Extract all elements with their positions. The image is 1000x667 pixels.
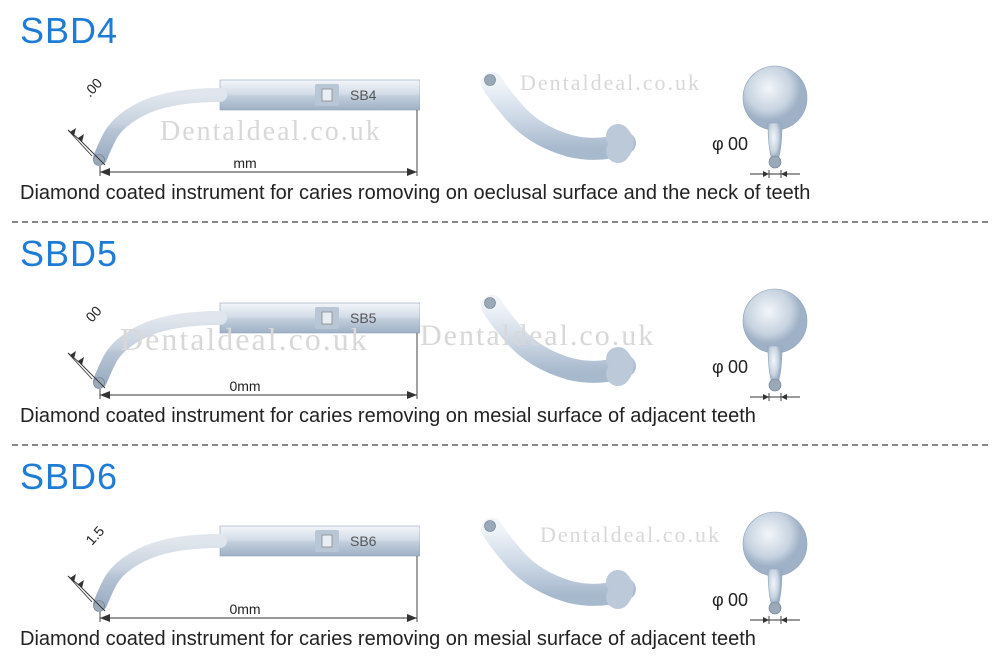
side-view: Dentaldeal.co.uk [450,58,650,178]
end-view-svg: φ 00 [680,58,860,178]
side-view-svg [450,58,650,178]
end-view-svg: φ 00 [680,281,860,401]
main-diagram: Dentaldeal.co.uk SB5 00 0 [20,281,420,401]
content-area: Dentaldeal.co.uk SB5 00 0 [20,281,980,401]
handle-label: SB6 [350,533,377,549]
instrument-svg: SB5 00 0mm [20,281,420,401]
handle-label: SB5 [350,310,377,326]
main-diagram: SB6 1.5 0mm [20,504,420,624]
product-row: SBD4 Dentaldeal.co.uk SB4 [0,0,1000,221]
length-label: 0mm [229,601,260,617]
product-description: Diamond coated instrument for caries rem… [20,405,980,434]
side-view-svg [450,504,650,624]
end-diameter: 00 [728,590,748,610]
phi-symbol: φ [712,134,724,154]
handle-label: SB4 [350,87,377,103]
main-diagram: Dentaldeal.co.uk SB4 [20,58,420,178]
product-title: SBD5 [20,233,980,275]
end-view: φ 00 [680,281,860,401]
product-description: Diamond coated instrument for caries rem… [20,628,980,657]
end-view: φ 00 [680,504,860,624]
content-area: SB6 1.5 0mm Dentaldeal.co.uk [20,504,980,624]
end-view: φ 00 [680,58,860,178]
tip-diameter: 1.5 [82,523,107,548]
phi-symbol: φ [712,357,724,377]
phi-symbol: φ [712,590,724,610]
tip-diameter: .00 [80,75,105,100]
end-view-svg: φ 00 [680,504,860,624]
product-row: SBD5 Dentaldeal.co.uk SB5 00 [0,223,1000,444]
product-title: SBD4 [20,10,980,52]
content-area: Dentaldeal.co.uk SB4 [20,58,980,178]
product-row: SBD6 SB6 1.5 0mm [0,446,1000,667]
tip-diameter: 00 [82,303,104,325]
length-label: mm [233,155,256,171]
product-description: Diamond coated instrument for caries rom… [20,182,980,211]
end-diameter: 00 [728,134,748,154]
side-view: Dentaldeal.co.uk [450,504,650,624]
instrument-svg: SB6 1.5 0mm [20,504,420,624]
side-view-svg [450,281,650,401]
side-view: Dentaldeal.co.uk [450,281,650,401]
instrument-svg: SB4 .00 mm [20,58,420,178]
end-diameter: 00 [728,357,748,377]
length-label: 0mm [229,378,260,394]
product-title: SBD6 [20,456,980,498]
